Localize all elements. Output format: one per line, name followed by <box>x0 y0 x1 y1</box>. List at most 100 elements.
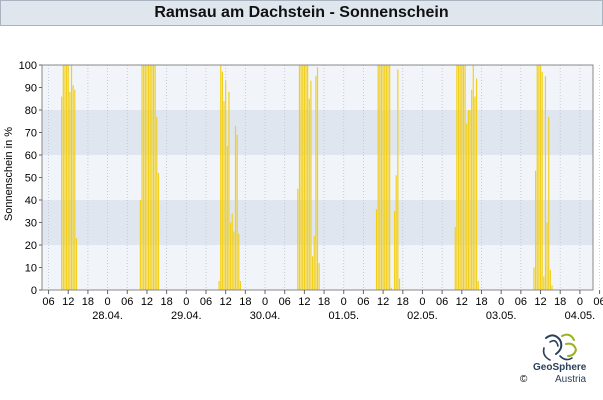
sunshine-bar <box>384 65 386 290</box>
sunshine-bar <box>387 65 389 290</box>
y-tick-label: 30 <box>25 218 37 230</box>
sunshine-bar <box>469 110 471 290</box>
x-tick-label: 18 <box>161 296 173 308</box>
sunshine-bar <box>397 69 399 290</box>
sunshine-bar <box>144 65 146 290</box>
geosphere-logo <box>542 333 578 361</box>
sunshine-bar <box>151 65 153 290</box>
sunshine-bar <box>238 233 240 290</box>
sunshine-bar <box>221 71 223 290</box>
sunshine-bar <box>225 80 227 290</box>
sunshine-bar <box>544 76 547 290</box>
sunshine-bar <box>72 85 74 290</box>
y-tick-label: 100 <box>19 60 37 72</box>
sunshine-bar <box>548 116 550 290</box>
x-tick-label: 06 <box>200 296 212 308</box>
x-tick-label: 12 <box>534 296 546 308</box>
sunshine-bar <box>152 65 155 290</box>
x-tick-label: 06 <box>42 296 54 308</box>
x-tick-label: 18 <box>554 296 566 308</box>
sunshine-bar <box>382 65 384 290</box>
sunshine-bar <box>62 65 64 290</box>
y-tick-label: 0 <box>31 285 37 297</box>
date-label: 04.05. <box>565 310 596 322</box>
sunshine-bar <box>390 287 392 290</box>
sunshine-bar <box>543 276 545 290</box>
sunshine-bar <box>472 65 474 290</box>
sunshine-bar <box>300 65 302 290</box>
date-label: 28.04. <box>92 310 123 322</box>
x-tick-label: 0 <box>105 296 111 308</box>
x-tick-label: 06 <box>515 296 527 308</box>
x-tick-label: 0 <box>341 296 347 308</box>
date-label: 03.05. <box>486 310 517 322</box>
sunshine-bar <box>389 65 391 290</box>
sunshine-bar <box>303 65 305 290</box>
sunshine-bar <box>149 65 151 290</box>
sunshine-bar <box>379 65 381 290</box>
y-tick-label: 80 <box>25 105 37 117</box>
sunshine-bar <box>539 65 542 290</box>
x-tick-label: 06 <box>357 296 369 308</box>
sunshine-bar <box>551 285 553 290</box>
x-tick-label: 06 <box>279 296 291 308</box>
x-tick-label: 0 <box>419 296 425 308</box>
sunshine-bar <box>148 65 150 290</box>
sunshine-bar <box>475 78 478 290</box>
sunshine-bar <box>141 65 143 290</box>
sunshine-bar <box>298 65 301 290</box>
sunshine-bar <box>307 65 309 290</box>
sunshine-bar <box>313 236 315 290</box>
sunshine-bar <box>61 96 63 290</box>
sunshine-bar <box>311 256 314 290</box>
x-tick-label: 18 <box>318 296 330 308</box>
sunshine-bar <box>231 213 233 290</box>
copyright-symbol: © <box>520 374 528 385</box>
sunshine-bar <box>228 92 230 290</box>
y-tick-label: 20 <box>25 240 37 252</box>
sunshine-bar <box>233 231 235 290</box>
y-tick-label: 90 <box>25 83 37 95</box>
sunshine-bar <box>310 80 312 290</box>
sunshine-bar <box>466 123 468 290</box>
y-axis-ticks: 0 10 20 30 40 50 60 70 80 90 100 <box>19 60 42 297</box>
sunshine-bar <box>398 278 401 290</box>
x-tick-label: 12 <box>456 296 468 308</box>
brand-sub: Austria <box>555 374 587 385</box>
y-axis-label: Sonnenschein in % <box>3 126 15 222</box>
sunshine-bar <box>375 209 378 290</box>
sunshine-bar <box>226 146 228 290</box>
x-tick-label: 18 <box>475 296 487 308</box>
sunshine-bar <box>533 267 535 290</box>
sunshine-bar <box>385 65 387 290</box>
x-tick-label: 06 <box>436 296 448 308</box>
sunshine-bar <box>471 89 473 290</box>
sunshine-bar <box>66 65 68 290</box>
sunshine-bar <box>549 269 551 290</box>
x-tick-label: 0 <box>577 296 583 308</box>
chart-title-bar: Ramsau am Dachstein - Sonnenschein <box>0 0 603 26</box>
sunshine-bar <box>377 65 379 290</box>
sunshine-bar <box>380 65 383 290</box>
sunshine-bar <box>464 65 466 290</box>
sunshine-bar <box>316 67 319 290</box>
sunshine-bar <box>318 263 320 290</box>
sunshine-bar <box>477 281 479 290</box>
sunshine-bar <box>70 65 73 290</box>
bar-series <box>61 65 553 290</box>
sunshine-bar <box>156 116 158 290</box>
sunshine-bar <box>538 65 540 290</box>
sunshine-bar <box>535 170 537 290</box>
sunshine-bar <box>536 65 538 290</box>
x-tick-label: 18 <box>239 296 251 308</box>
sunshine-bar <box>154 65 156 290</box>
x-tick-label: 06 <box>593 296 603 308</box>
x-tick-label: 12 <box>141 296 153 308</box>
date-label: 01.05. <box>328 310 359 322</box>
date-label: 29.04. <box>171 310 202 322</box>
brand-name: GeoSphere <box>533 362 587 373</box>
x-tick-label: 18 <box>397 296 409 308</box>
sunshine-bar <box>459 65 461 290</box>
x-tick-label: 0 <box>262 296 268 308</box>
